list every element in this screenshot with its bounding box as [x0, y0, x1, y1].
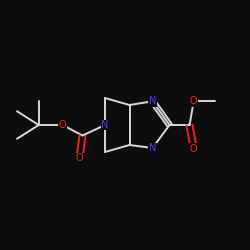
Text: O: O — [76, 153, 83, 163]
Text: O: O — [190, 144, 198, 154]
Text: N: N — [149, 96, 156, 106]
Text: N: N — [101, 120, 109, 130]
Text: O: O — [190, 96, 198, 106]
Text: N: N — [149, 143, 156, 153]
Text: O: O — [59, 120, 66, 130]
